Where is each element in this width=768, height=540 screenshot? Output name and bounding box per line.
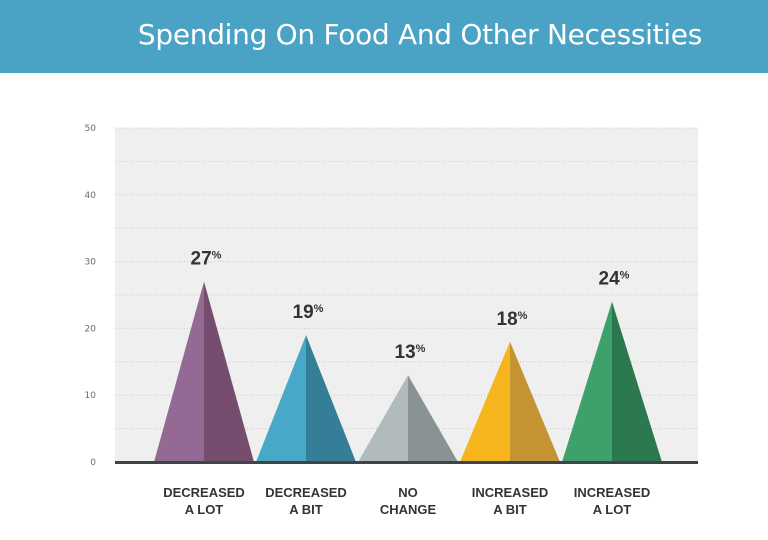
triangle-right-face [612,301,662,462]
value-unit: % [620,270,630,282]
value-number: 27 [191,249,212,270]
value-unit: % [518,310,528,322]
triangle-left-face [154,281,204,462]
triangle-bar [154,281,254,462]
category-label: INCREASED [472,485,549,500]
value-label: 18% [497,309,528,330]
triangle-left-face [562,301,612,462]
triangle-bar [256,335,356,462]
triangle-right-face [306,335,356,462]
category-label: A LOT [593,502,632,517]
triangle-bar [562,301,662,462]
value-number: 24 [599,269,621,290]
value-number: 19 [293,302,314,323]
category-label: A LOT [185,502,224,517]
chart-marks [154,281,662,462]
value-label: 27% [191,249,222,270]
triangle-bar [358,375,458,462]
category-labels: DECREASED A LOT DECREASED A BIT NO CHANGE INCR… [163,485,650,517]
value-labels: 27%19%13%18%24% [191,249,630,364]
y-tick-label: 40 [85,191,97,201]
value-label: 13% [395,342,426,363]
category-label: DECREASED [265,485,347,500]
y-tick-label: 30 [85,258,97,268]
x-axis-baseline [115,461,698,464]
triangle-right-face [204,281,254,462]
triangle-left-face [358,375,408,462]
triangle-right-face [408,375,458,462]
value-number: 18 [497,309,518,330]
y-tick-label: 20 [85,324,97,334]
y-axis-ticks: 0 10 20 30 40 50 [85,124,97,468]
category-label: CHANGE [380,502,437,517]
value-unit: % [416,343,426,355]
value-unit: % [314,303,324,315]
triangle-right-face [510,341,560,462]
triangle-bar [460,341,560,462]
value-unit: % [212,250,222,262]
y-tick-label: 10 [85,391,97,401]
category-label: A BIT [493,502,527,517]
chart-title: Spending On Food And Other Necessities [137,18,702,51]
value-label: 19% [293,302,324,323]
category-label: INCREASED [574,485,651,500]
y-tick-label: 50 [85,124,97,134]
y-tick-label: 0 [90,458,96,468]
triangle-left-face [256,335,306,462]
category-label: NO [398,485,418,500]
category-label: A BIT [289,502,323,517]
value-label: 24% [599,269,630,290]
triangle-left-face [460,341,510,462]
value-number: 13 [395,342,416,363]
header-banner: Spending On Food And Other Necessities [0,0,768,73]
category-label: DECREASED [163,485,245,500]
